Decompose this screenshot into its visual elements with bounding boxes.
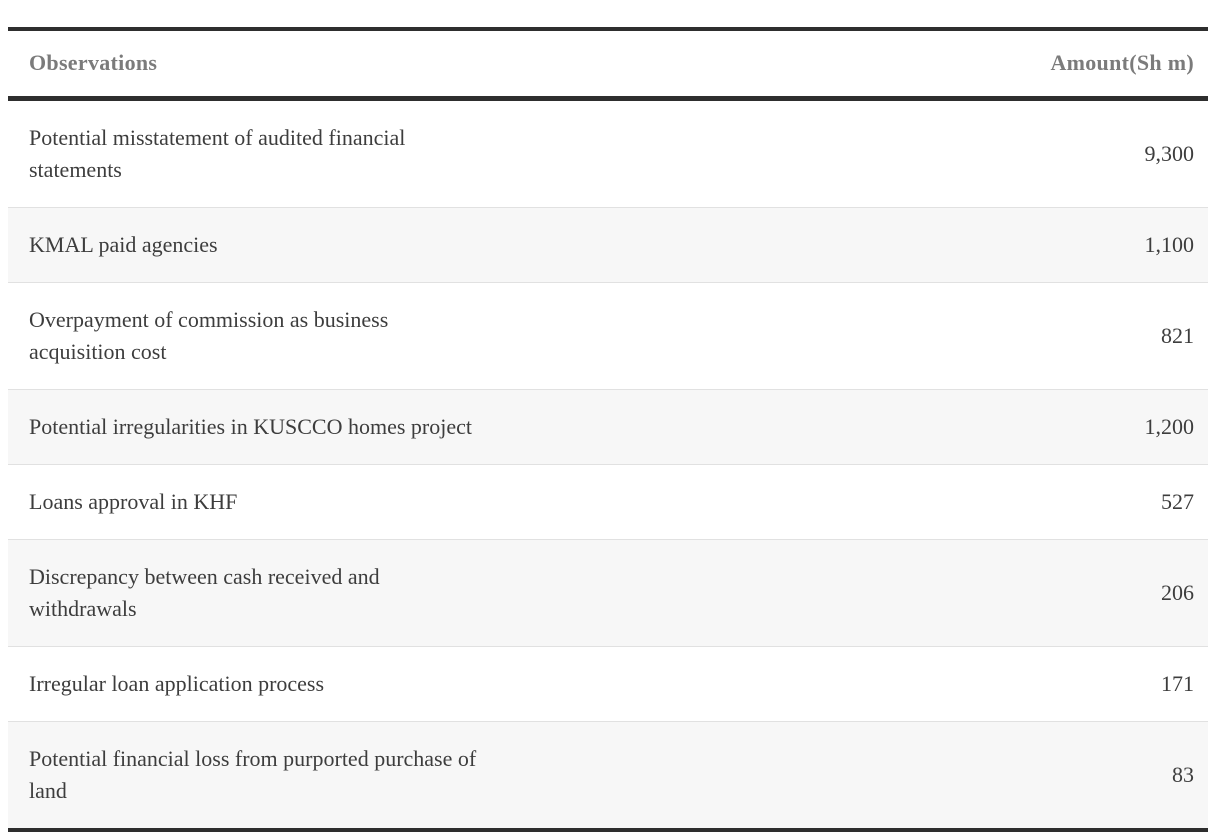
observations-table: Observations Amount(Sh m) Potential miss… [8,27,1208,832]
amount-cell: 527 [1161,489,1194,514]
table-row: Potential misstatement of audited financ… [8,99,1208,208]
observation-cell: Irregular loan application process [8,647,910,722]
observation-text: KMAL paid agencies [29,232,218,257]
amount-cell: 83 [1172,762,1194,787]
observation-cell: KMAL paid agencies [8,208,910,283]
amount-cell: 171 [1161,671,1194,696]
observation-text: Irregular loan application process [29,671,325,696]
observation-cell: Potential irregularities in KUSCCO homes… [8,390,910,465]
amount-cell: 1,100 [1144,232,1195,257]
table-header: Observations Amount(Sh m) [8,29,1208,101]
observation-text: Loans approval in KHF [29,489,238,514]
column-header-amount: Amount(Sh m) [909,29,1208,101]
amount-cell: 821 [1161,323,1194,348]
table-row: Potential irregularities in KUSCCO homes… [8,389,1208,465]
table-header-row: Observations Amount(Sh m) [8,29,1208,101]
column-header-observations: Observations [8,29,910,101]
table-row: Overpayment of commission as business ac… [8,282,1208,390]
amount-cell: 206 [1161,580,1194,605]
observation-cell: Potential misstatement of audited financ… [8,99,910,208]
amount-cell: 1,200 [1144,414,1195,439]
table-body: Potential misstatement of audited financ… [8,99,1208,832]
table-row: Potential financial loss from purported … [8,721,1208,832]
table-row: KMAL paid agencies 1,100 [8,207,1208,283]
observation-text: Potential misstatement of audited financ… [29,125,406,182]
observation-cell: Potential financial loss from purported … [8,722,910,832]
observation-cell: Discrepancy between cash received and wi… [8,540,910,647]
page: Observations Amount(Sh m) Potential miss… [0,27,1220,832]
table-row: Discrepancy between cash received and wi… [8,539,1208,647]
observation-cell: Loans approval in KHF [8,465,910,540]
observation-cell: Overpayment of commission as business ac… [8,283,910,390]
observation-text: Potential financial loss from purported … [29,746,477,803]
table-row: Irregular loan application process 171 [8,646,1208,722]
table-row: Loans approval in KHF 527 [8,464,1208,540]
observation-text: Overpayment of commission as business ac… [29,307,389,364]
observation-text: Discrepancy between cash received and wi… [29,564,380,621]
amount-cell: 9,300 [1144,141,1195,166]
observation-text: Potential irregularities in KUSCCO homes… [29,414,472,439]
